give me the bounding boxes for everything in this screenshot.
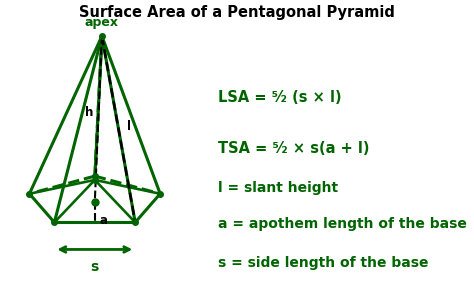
Text: TSA = ⁵⁄₂ × s(a + l): TSA = ⁵⁄₂ × s(a + l) — [218, 141, 370, 157]
Text: a = apothem length of the base: a = apothem length of the base — [218, 217, 467, 231]
Text: s = side length of the base: s = side length of the base — [218, 256, 428, 270]
Text: Surface Area of a Pentagonal Pyramid: Surface Area of a Pentagonal Pyramid — [79, 5, 395, 20]
Text: h: h — [85, 106, 93, 119]
Text: a: a — [100, 214, 108, 227]
Text: l: l — [127, 120, 131, 133]
Text: LSA = ⁵⁄₂ (s × l): LSA = ⁵⁄₂ (s × l) — [218, 90, 342, 105]
Text: l = slant height: l = slant height — [218, 181, 338, 195]
Text: apex: apex — [85, 16, 119, 29]
Text: s: s — [91, 260, 99, 274]
